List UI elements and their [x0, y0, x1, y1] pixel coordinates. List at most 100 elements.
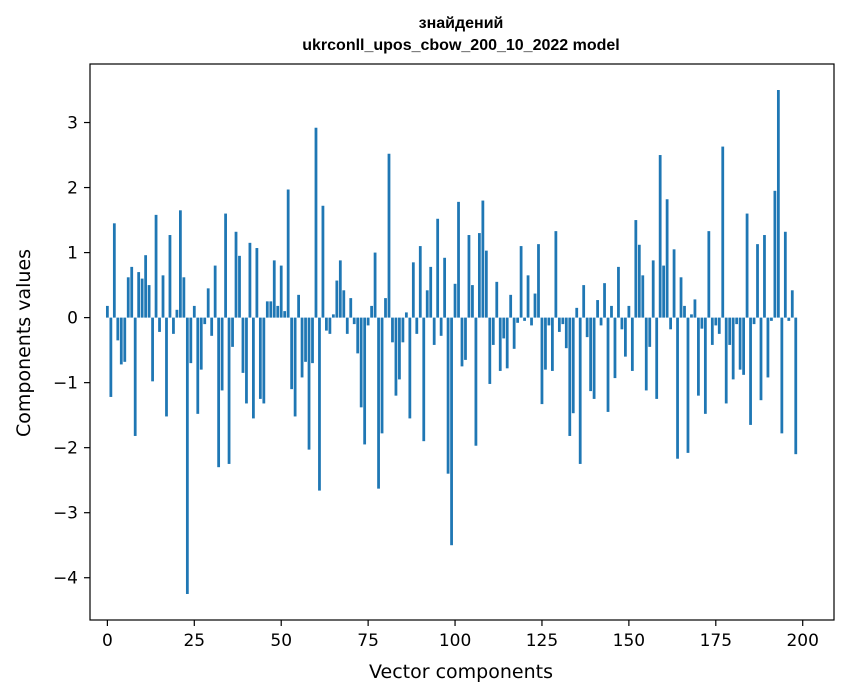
bar — [669, 317, 672, 330]
bar — [422, 317, 426, 442]
bar — [575, 307, 579, 318]
bar — [238, 255, 241, 318]
bar — [119, 317, 123, 365]
plot-frame — [89, 63, 835, 621]
bar — [606, 317, 610, 412]
bar — [112, 223, 116, 318]
bar — [231, 317, 234, 347]
bar — [443, 257, 447, 318]
bar — [509, 294, 513, 318]
bar — [488, 317, 492, 384]
bar — [140, 278, 144, 318]
bar — [262, 317, 266, 404]
bar — [450, 317, 453, 546]
bar — [728, 317, 732, 345]
bar — [686, 317, 690, 453]
bar — [648, 317, 652, 347]
bar — [578, 317, 582, 464]
bar — [342, 290, 346, 318]
x-tick-label: 50 — [270, 631, 292, 651]
bar — [290, 317, 294, 390]
bar — [265, 301, 269, 318]
bar — [272, 260, 276, 318]
bar — [498, 317, 502, 371]
bar — [589, 317, 593, 392]
bar — [384, 298, 387, 318]
bar — [693, 299, 697, 318]
bar — [161, 275, 165, 318]
bars-group — [105, 90, 798, 594]
bar — [457, 201, 460, 318]
bar — [133, 317, 137, 436]
bar — [703, 317, 707, 414]
bar — [505, 317, 509, 369]
bar — [484, 250, 488, 318]
bar — [429, 266, 433, 318]
bar — [199, 317, 203, 370]
bar — [481, 200, 485, 318]
y-axis-label: Components values — [13, 249, 35, 437]
bar — [439, 317, 443, 336]
bar — [380, 317, 384, 434]
bar — [537, 244, 540, 318]
bar — [401, 317, 405, 343]
bar — [321, 205, 325, 318]
bar — [404, 312, 408, 318]
bar — [269, 301, 273, 318]
bar — [571, 317, 575, 414]
bar — [672, 249, 676, 318]
bar — [585, 317, 589, 338]
bar — [710, 317, 714, 345]
bar — [690, 314, 693, 318]
bar — [564, 317, 568, 349]
bar — [620, 317, 624, 330]
bar — [227, 317, 231, 464]
bar — [293, 317, 297, 417]
bar — [363, 317, 367, 445]
bar — [512, 317, 516, 349]
bar — [123, 317, 127, 362]
bar — [220, 317, 224, 391]
bar — [561, 317, 565, 325]
bar — [408, 317, 412, 419]
bar — [526, 275, 530, 318]
bar — [436, 218, 440, 318]
bar — [276, 305, 280, 318]
bar — [352, 317, 356, 325]
bar — [398, 317, 401, 380]
bar — [175, 309, 179, 318]
y-tick-label: 3 — [67, 114, 78, 134]
bar — [658, 155, 662, 318]
bar — [318, 317, 321, 491]
bar — [418, 246, 422, 318]
bar — [394, 317, 398, 396]
bar — [495, 281, 499, 318]
bar — [304, 317, 307, 362]
bar — [770, 317, 773, 321]
bar — [780, 317, 784, 434]
bar — [731, 317, 735, 380]
bar — [373, 252, 377, 318]
bar — [533, 293, 537, 318]
bar — [613, 317, 617, 379]
bar — [349, 298, 353, 318]
bar — [206, 288, 210, 318]
bar — [603, 283, 606, 318]
bar — [502, 317, 506, 339]
bar — [307, 317, 311, 450]
bar — [165, 317, 168, 417]
x-axis-label: Vector components — [369, 661, 553, 683]
bar — [700, 317, 704, 329]
y-axis: 3 2 1 0 −1 −2 −3 −4 — [53, 114, 90, 589]
bar — [325, 317, 328, 331]
bar — [554, 231, 558, 318]
bar — [662, 265, 666, 318]
bar — [582, 285, 586, 318]
bar — [245, 317, 248, 404]
bar — [147, 285, 151, 318]
bar — [540, 317, 544, 405]
x-tick-label: 125 — [526, 631, 558, 651]
bar — [137, 272, 141, 318]
bar — [248, 242, 252, 318]
bar — [630, 317, 634, 371]
